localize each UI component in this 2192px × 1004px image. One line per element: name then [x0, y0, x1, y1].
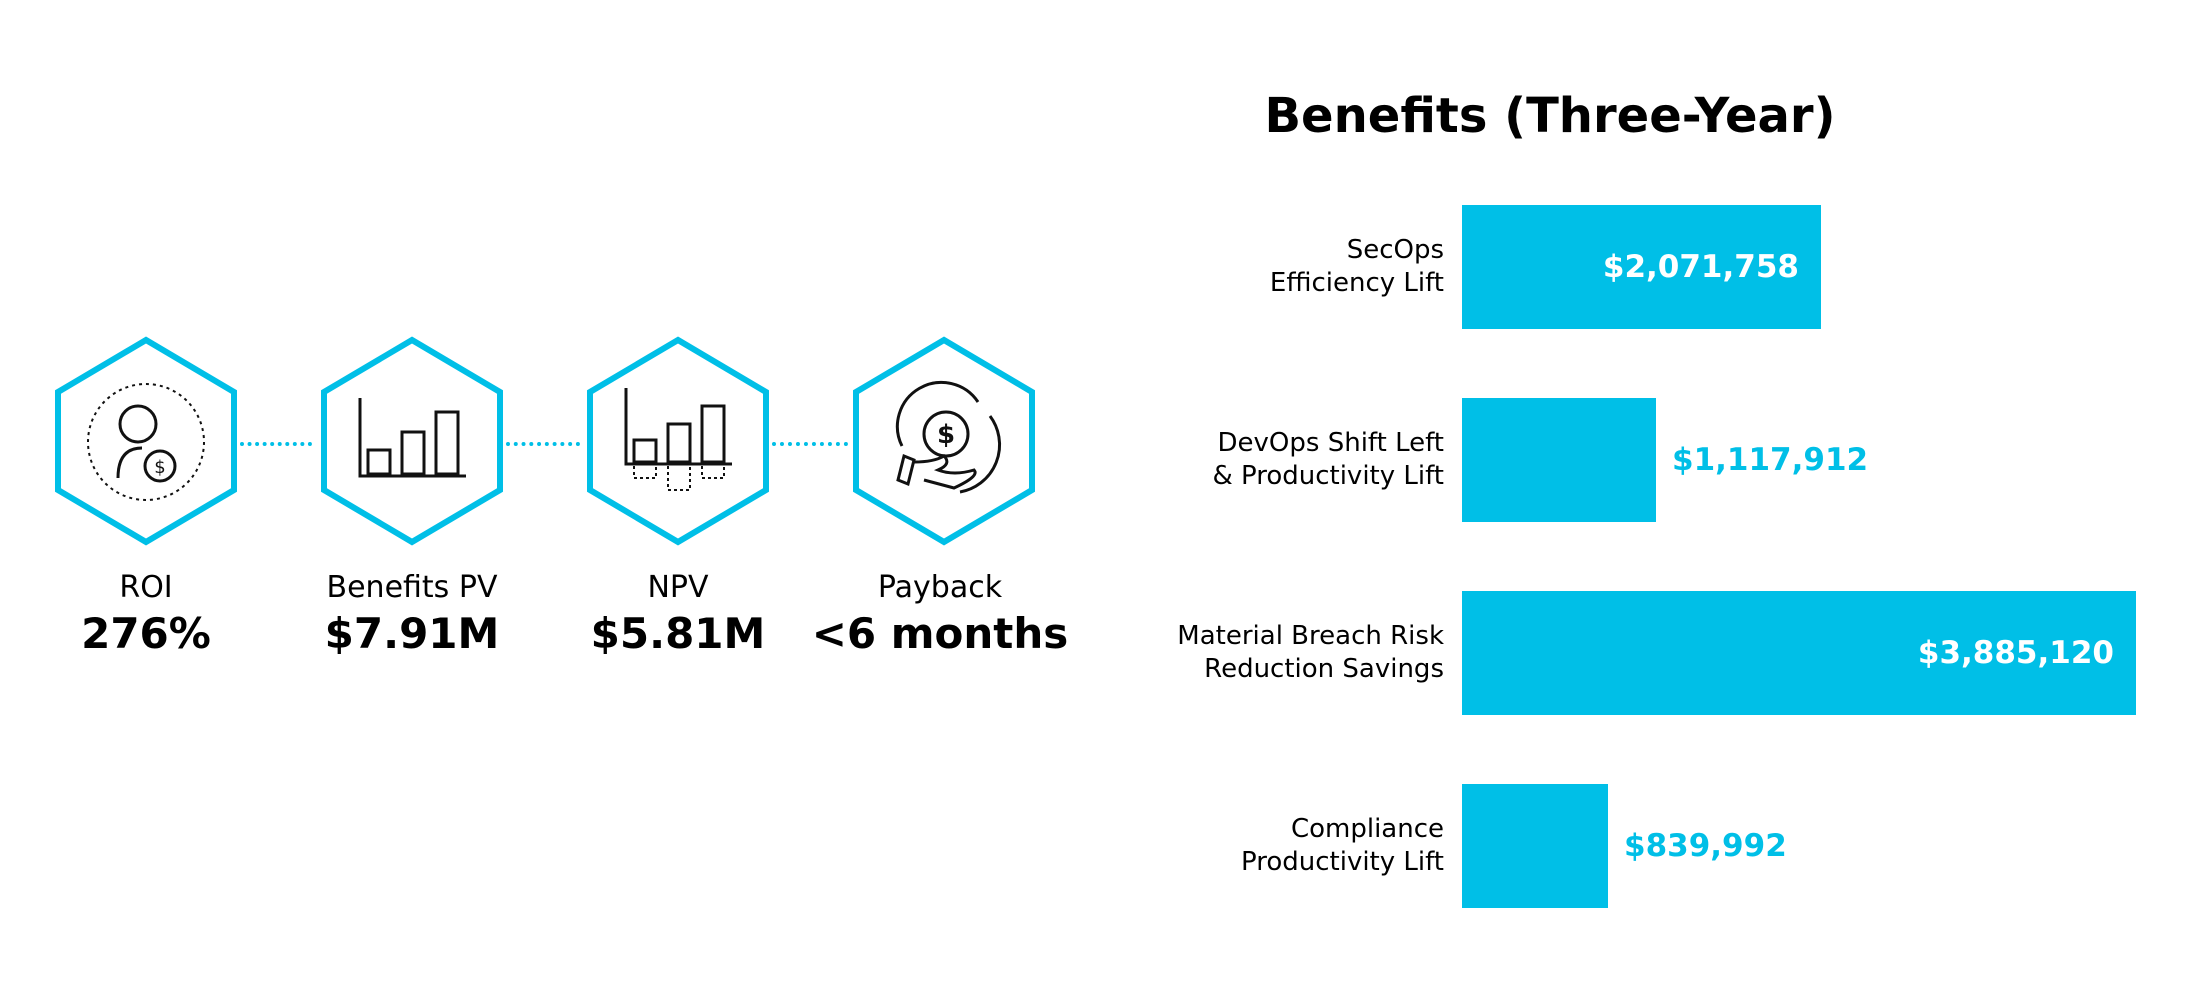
category-label-line: Compliance	[1290, 814, 1444, 844]
connector-dotted	[772, 442, 848, 446]
svg-text:$: $	[937, 420, 955, 450]
hand-coin-cycle-icon: $	[852, 336, 1036, 546]
metric-label: Payback	[877, 570, 1003, 605]
chart-title: Benefits (Three-Year)	[1264, 88, 1836, 144]
metric-label: ROI	[119, 570, 173, 605]
metric-npv: NPV $5.81M	[548, 568, 808, 660]
category-label: Compliance Productivity Lift	[1040, 813, 1444, 879]
value-label: $2,071,758	[1602, 249, 1799, 285]
metric-label: Benefits PV	[326, 570, 498, 605]
metric-label: NPV	[647, 570, 709, 605]
bar	[1462, 784, 1608, 908]
value-label: $1,117,912	[1672, 442, 1869, 478]
value-label: $3,885,120	[1917, 635, 2114, 671]
metric-value: $7.91M	[324, 609, 500, 658]
category-label-line: DevOps Shift Left	[1217, 428, 1444, 458]
metric-payback: Payback <6 months	[810, 568, 1070, 660]
category-label-line: SecOps	[1346, 235, 1444, 265]
category-label-line: Reduction Savings	[1204, 654, 1444, 684]
bar	[1462, 205, 1821, 329]
category-label-line: Material Breach Risk	[1177, 621, 1444, 651]
category-label: SecOps Efficiency Lift	[1040, 234, 1444, 300]
category-label: Material Breach Risk Reduction Savings	[1040, 620, 1444, 686]
metric-value: <6 months	[811, 609, 1069, 658]
category-label: DevOps Shift Left & Productivity Lift	[1040, 427, 1444, 493]
svg-text:$: $	[154, 457, 165, 478]
connector-dotted	[240, 442, 312, 446]
bar	[1462, 591, 2136, 715]
category-label-line: Efficiency Lift	[1269, 268, 1444, 298]
metric-value: $5.81M	[590, 609, 766, 658]
person-coin-cycle-icon: $	[54, 336, 238, 546]
metric-benefits-pv: Benefits PV $7.91M	[282, 568, 542, 660]
connector-dotted	[506, 442, 580, 446]
bar-chart-negative-icon	[586, 336, 770, 546]
metric-value: 276%	[81, 609, 211, 658]
bar	[1462, 398, 1656, 522]
category-label-line: Productivity Lift	[1241, 847, 1444, 877]
value-label: $839,992	[1624, 828, 1787, 864]
category-label-line: & Productivity Lift	[1212, 461, 1444, 491]
bar-chart-icon	[320, 336, 504, 546]
metric-roi: ROI 276%	[16, 568, 276, 660]
